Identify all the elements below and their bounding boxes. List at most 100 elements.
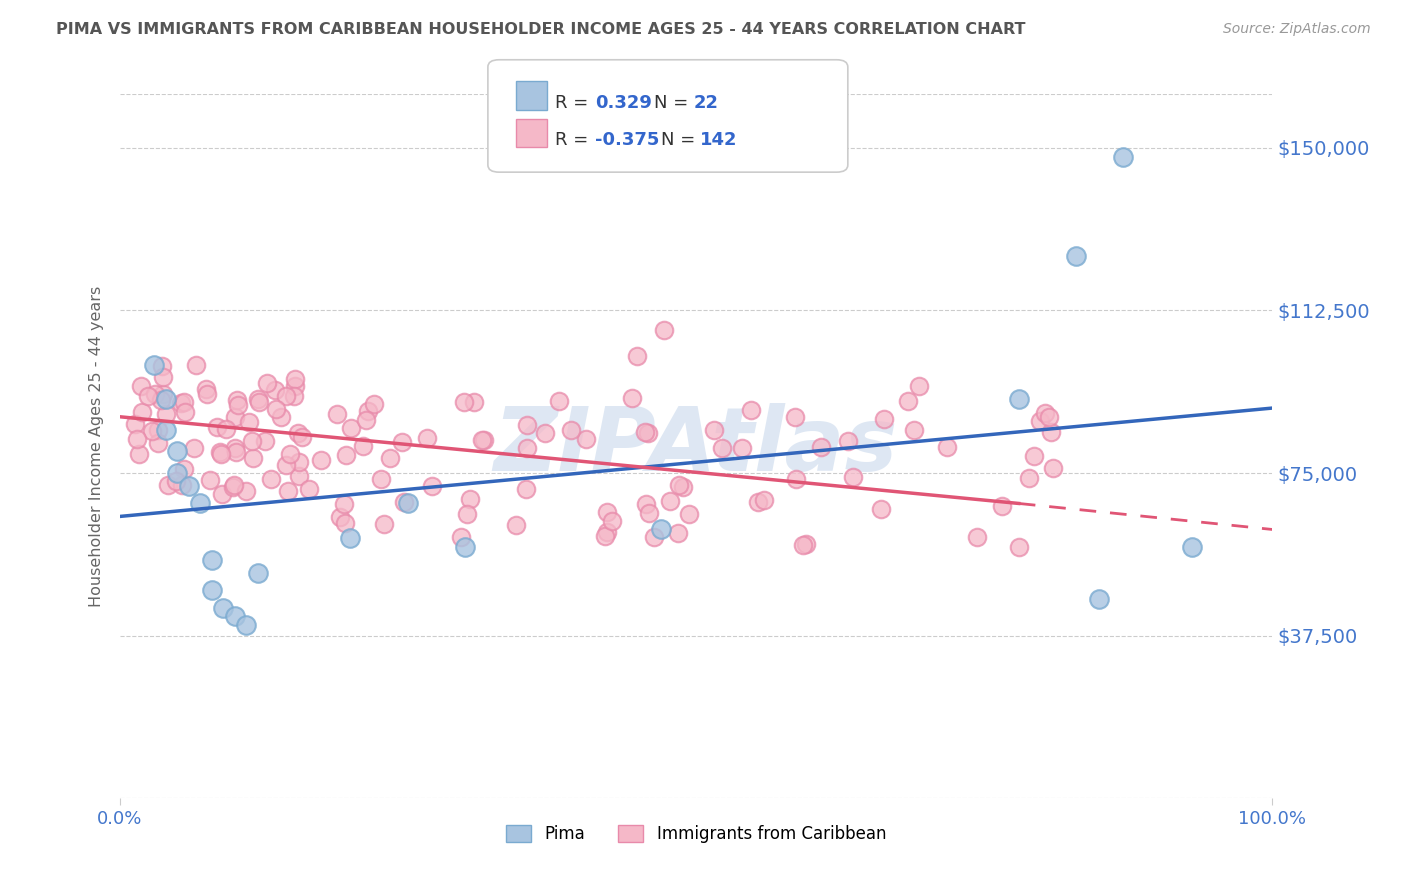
Point — [278, 447, 301, 461]
Point — [643, 530, 665, 544]
Point — [391, 435, 413, 450]
Point — [284, 372, 307, 386]
Legend: Pima, Immigrants from Caribbean: Pima, Immigrants from Caribbean — [499, 818, 893, 850]
Point — [329, 510, 352, 524]
Point — [672, 480, 695, 494]
Text: R =: R = — [555, 131, 595, 149]
Point — [420, 479, 443, 493]
Point — [842, 469, 865, 483]
Point — [222, 479, 245, 493]
Point — [211, 487, 233, 501]
Point — [394, 495, 416, 509]
Point — [416, 431, 439, 445]
Point — [634, 425, 657, 439]
Point — [201, 553, 224, 567]
Point — [896, 394, 918, 409]
Point — [225, 392, 247, 407]
Point — [533, 426, 555, 441]
Point — [270, 409, 292, 424]
Point — [810, 440, 832, 454]
Point — [225, 445, 247, 459]
Point — [183, 441, 205, 455]
Point — [235, 483, 257, 498]
Point — [205, 419, 228, 434]
Point — [146, 435, 169, 450]
Point — [658, 494, 681, 508]
Point — [131, 405, 153, 419]
Point — [1088, 591, 1111, 606]
Text: ZIPAtlas: ZIPAtlas — [494, 402, 898, 490]
Point — [143, 387, 166, 401]
Point — [235, 618, 257, 632]
Point — [201, 583, 224, 598]
Point — [454, 540, 477, 554]
Point — [266, 402, 288, 417]
Point — [194, 382, 217, 396]
Point — [575, 432, 598, 446]
Point — [224, 477, 246, 491]
Point — [516, 442, 538, 456]
Point — [1038, 410, 1060, 425]
Point — [335, 448, 357, 462]
Point — [471, 433, 494, 447]
Point — [991, 499, 1014, 513]
Point — [141, 424, 163, 438]
Point — [128, 447, 150, 461]
Point — [472, 434, 495, 448]
Point — [548, 394, 571, 409]
Point — [453, 395, 475, 409]
Text: PIMA VS IMMIGRANTS FROM CARIBBEAN HOUSEHOLDER INCOME AGES 25 - 44 YEARS CORRELAT: PIMA VS IMMIGRANTS FROM CARIBBEAN HOUSEH… — [56, 22, 1026, 37]
Point — [170, 396, 193, 410]
Point — [1008, 392, 1031, 407]
Point — [174, 405, 197, 419]
Point — [333, 497, 356, 511]
Point — [209, 447, 232, 461]
Point — [460, 491, 482, 506]
Point — [370, 473, 392, 487]
Point — [335, 516, 357, 530]
Point — [339, 531, 361, 545]
Point — [298, 483, 321, 497]
Point — [620, 391, 643, 405]
Point — [650, 523, 672, 537]
Point — [166, 444, 188, 458]
Point — [208, 444, 231, 458]
Point — [595, 528, 617, 542]
Point — [636, 497, 658, 511]
Point — [731, 441, 754, 455]
Point — [637, 426, 659, 441]
Point — [450, 530, 472, 544]
Point — [212, 600, 235, 615]
Point — [747, 495, 769, 509]
Point — [837, 434, 859, 448]
Point — [600, 514, 623, 528]
Point — [505, 518, 527, 533]
Point — [703, 423, 725, 437]
Point — [152, 387, 174, 401]
Point — [903, 423, 925, 437]
Point — [256, 376, 278, 390]
Point — [966, 530, 988, 544]
Point — [637, 506, 659, 520]
Point — [869, 502, 891, 516]
Point — [184, 358, 207, 372]
Point — [136, 389, 159, 403]
Point — [226, 398, 249, 412]
Point — [352, 439, 374, 453]
Point — [224, 409, 246, 424]
Point — [873, 412, 896, 426]
Point — [1028, 414, 1050, 428]
Point — [652, 323, 675, 337]
Point — [238, 415, 260, 429]
Text: 22: 22 — [693, 94, 718, 112]
Point — [363, 396, 385, 410]
Point — [129, 379, 152, 393]
Text: N =: N = — [661, 131, 700, 149]
Point — [380, 450, 402, 465]
Point — [340, 421, 363, 435]
Point — [1039, 425, 1062, 439]
Point — [596, 524, 619, 539]
Point — [283, 389, 305, 403]
Text: R =: R = — [555, 94, 595, 112]
Text: 142: 142 — [700, 131, 738, 149]
